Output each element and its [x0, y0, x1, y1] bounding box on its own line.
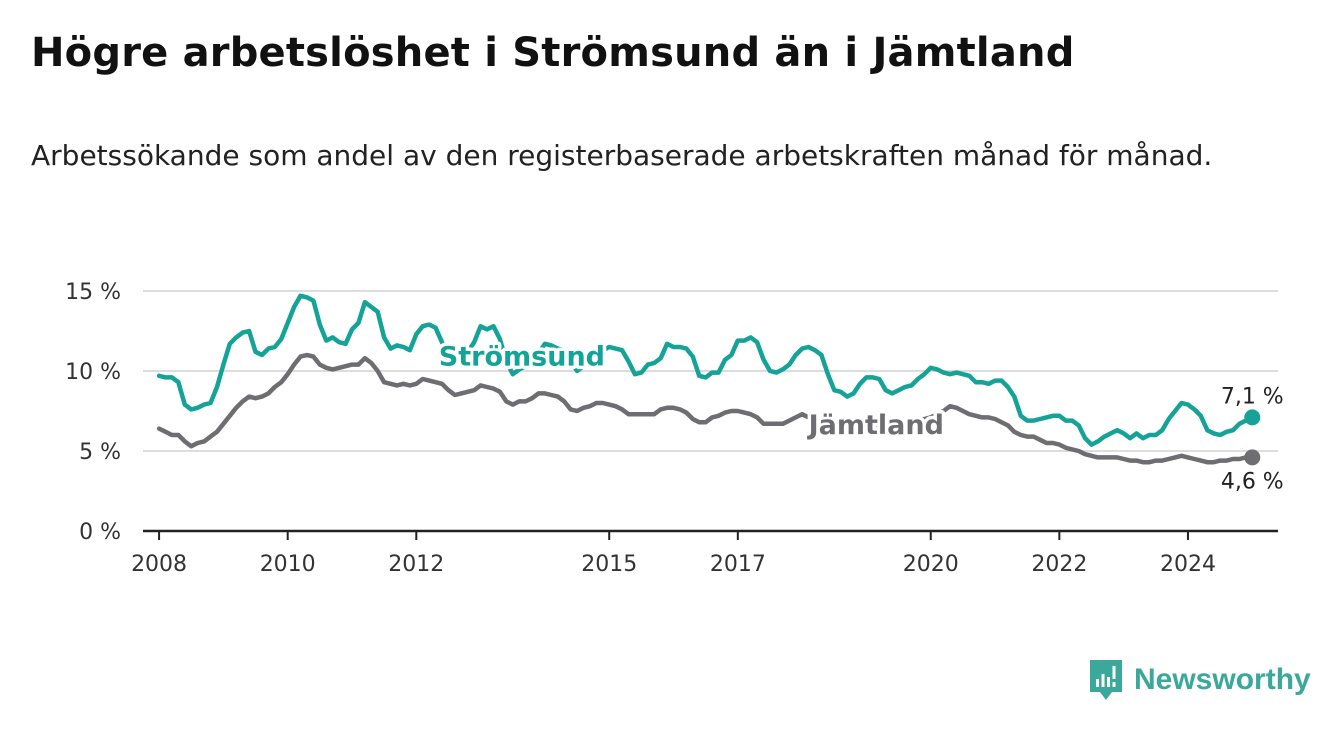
series-line-jamtland	[156, 352, 1255, 465]
newsworthy-logo-icon	[1090, 660, 1122, 700]
end-value-label: 4,6 %	[1221, 469, 1284, 494]
end-point-jamtland	[1244, 449, 1261, 466]
y-tick-label: 10 %	[65, 360, 121, 385]
x-tick-label: 2015	[581, 552, 637, 577]
brand: Newsworthy	[1088, 658, 1311, 702]
y-tick-label: 0 %	[79, 520, 121, 545]
y-axis: 0 % 5 % 10 % 15 %	[65, 280, 121, 545]
brand-name: Newsworthy	[1134, 663, 1311, 696]
x-tick-label: 2020	[903, 552, 959, 577]
series-label: Jämtland	[807, 410, 944, 441]
x-axis: 2008 2010 2012 2015 2017 2020 2022 2024	[131, 529, 1278, 577]
x-tick-label: 2010	[260, 552, 316, 577]
series-labels: Strömsund Jämtland 7,1 % 4,6 %	[435, 338, 1286, 497]
chart-title: Högre arbetslöshet i Strömsund än i Jämt…	[31, 30, 1075, 76]
series-label: Strömsund	[439, 341, 605, 372]
x-tick-label: 2012	[388, 552, 444, 577]
chart-subtitle: Arbetssökande som andel av den registerb…	[31, 139, 1213, 172]
series-line-stromsund	[156, 293, 1255, 447]
y-tick-label: 15 %	[65, 280, 121, 305]
end-value-label: 7,1 %	[1221, 384, 1284, 409]
x-tick-label: 2024	[1160, 552, 1216, 577]
x-tick-label: 2017	[710, 552, 766, 577]
x-tick-label: 2022	[1031, 552, 1087, 577]
y-tick-label: 5 %	[79, 440, 121, 465]
end-point-stromsund	[1244, 409, 1261, 426]
x-tick-label: 2008	[131, 552, 187, 577]
series-lines	[156, 293, 1261, 466]
